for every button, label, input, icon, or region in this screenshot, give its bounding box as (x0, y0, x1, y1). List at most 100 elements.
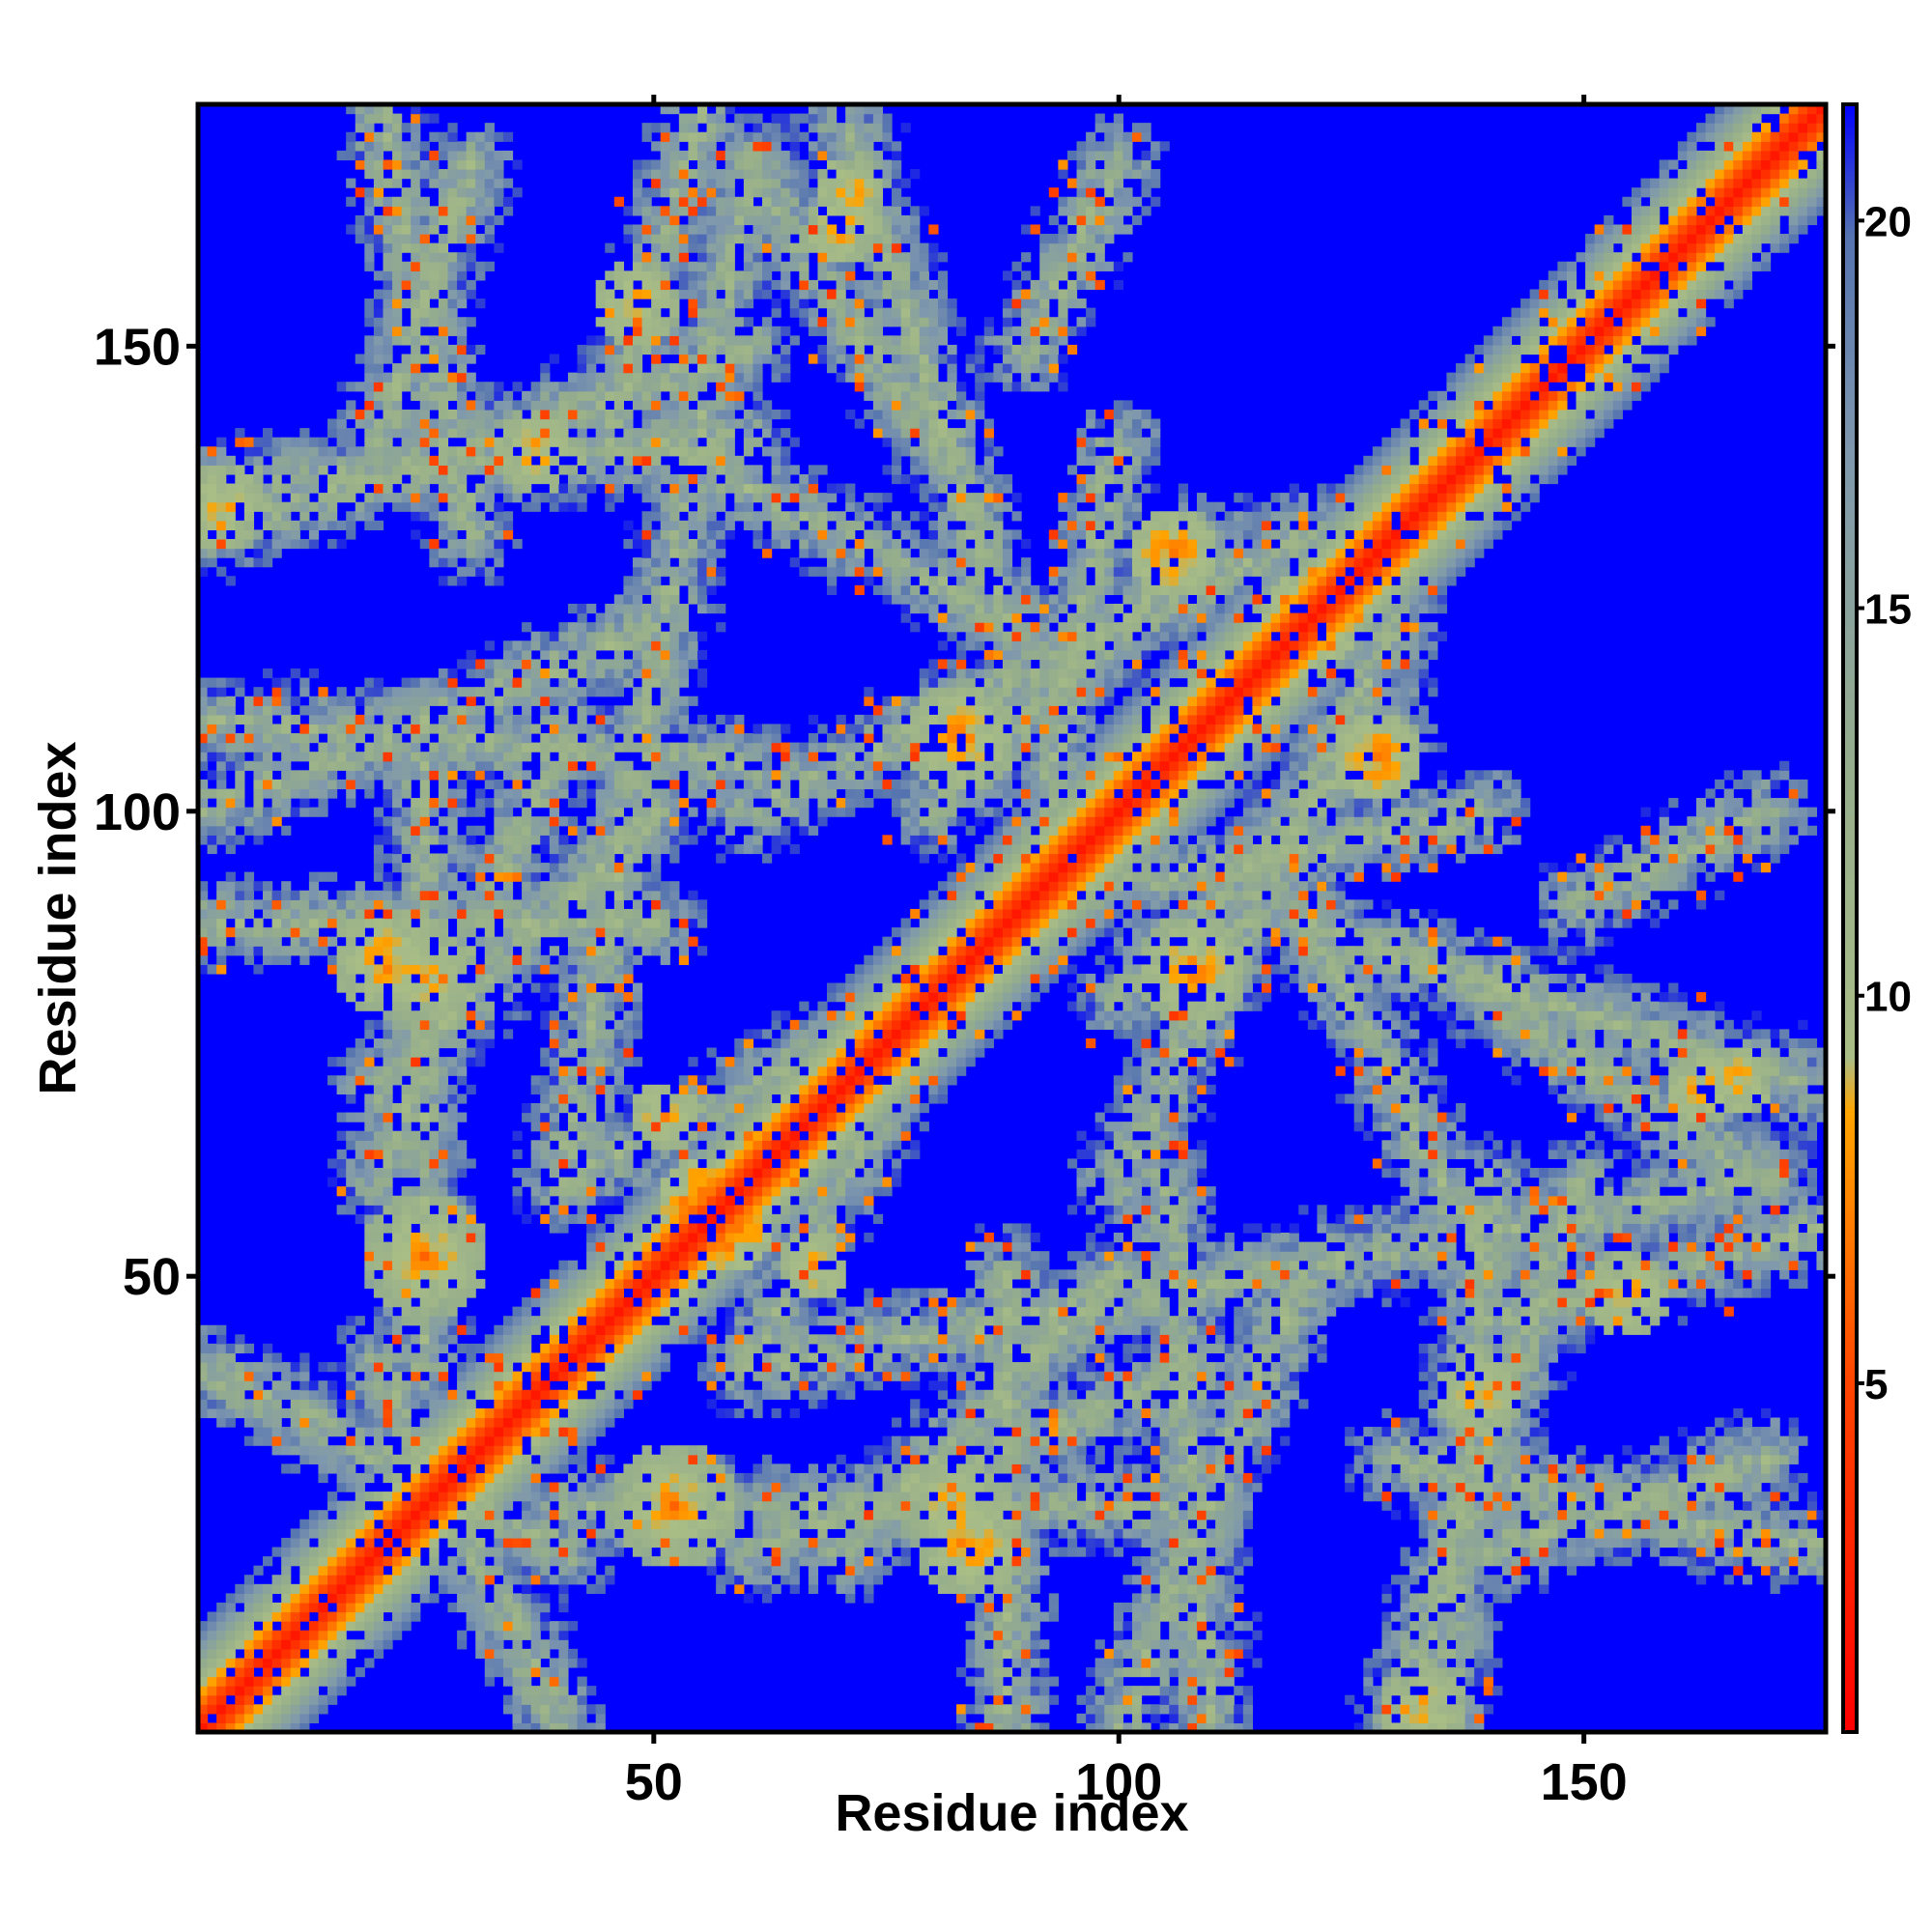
heatmap-cell (1066, 1482, 1078, 1492)
heatmap-cell (1381, 1297, 1392, 1308)
heatmap-cell (1076, 1547, 1087, 1557)
heatmap-cell (789, 1324, 800, 1335)
heatmap-cell (1622, 1306, 1633, 1317)
heatmap-cell (641, 1251, 652, 1262)
heatmap-cell (1409, 1251, 1420, 1262)
heatmap-cell (1224, 1602, 1235, 1613)
heatmap-cell (1715, 1278, 1725, 1290)
heatmap-cell (392, 1380, 403, 1391)
heatmap-cell (623, 1537, 634, 1548)
heatmap-cell (1122, 1639, 1133, 1650)
heatmap-cell (993, 1537, 1004, 1548)
heatmap-cell (1021, 1399, 1032, 1409)
heatmap-cell (1539, 1463, 1549, 1474)
heatmap-cell (1039, 1445, 1050, 1456)
heatmap-cell (1234, 1482, 1244, 1492)
heatmap-cell (1131, 1686, 1143, 1696)
heatmap-cell (817, 1371, 828, 1381)
heatmap-cell (346, 1445, 356, 1456)
heatmap-cell (494, 1611, 504, 1622)
heatmap-cell (1557, 1316, 1568, 1326)
heatmap-cell (1604, 1537, 1614, 1548)
heatmap-cell (466, 1611, 476, 1622)
heatmap-cell (1733, 1463, 1744, 1474)
heatmap-cell (1779, 1463, 1790, 1474)
heatmap-cell (678, 1306, 690, 1317)
heatmap-cell (438, 1445, 449, 1456)
heatmap-cell (1770, 1575, 1780, 1585)
heatmap-cell (502, 1427, 514, 1437)
heatmap-cell (1122, 1694, 1133, 1705)
heatmap-cell (1335, 1297, 1346, 1308)
heatmap-cell (1511, 1445, 1521, 1456)
heatmap-cell (1345, 1463, 1355, 1474)
heatmap-cell (1058, 1362, 1068, 1373)
heatmap-cell (1715, 1463, 1725, 1474)
heatmap-cell (956, 1722, 967, 1733)
heatmap-cell (1492, 1362, 1503, 1373)
heatmap-cell (1039, 1472, 1050, 1484)
heatmap-cell (438, 1575, 449, 1585)
heatmap-cell (512, 1454, 523, 1464)
heatmap-cell (1733, 1565, 1744, 1576)
heatmap-cell (1464, 1371, 1475, 1381)
heatmap-cell (1372, 1269, 1383, 1280)
heatmap-cell (910, 1316, 921, 1326)
heatmap-cell (1446, 1316, 1457, 1326)
heatmap-cell (1798, 1435, 1808, 1446)
heatmap-cell (910, 1407, 921, 1419)
heatmap-cell (632, 1389, 643, 1400)
heatmap-cell (1585, 1528, 1596, 1539)
heatmap-cell (623, 1297, 634, 1308)
heatmap-cell (1400, 1686, 1410, 1696)
heatmap-cell (882, 1445, 893, 1456)
heatmap-cell (318, 1389, 328, 1400)
heatmap-cell (1159, 1722, 1170, 1733)
heatmap-cell (207, 1343, 217, 1354)
heatmap-cell (743, 1352, 754, 1363)
heatmap-cell (522, 1602, 532, 1613)
heatmap-cell (864, 1565, 874, 1576)
heatmap-cell (1151, 1621, 1161, 1632)
heatmap-cell (1483, 1621, 1493, 1632)
heatmap-cell (243, 1417, 255, 1428)
heatmap-cell (817, 1528, 828, 1539)
heatmap-cell (965, 1435, 976, 1446)
heatmap-cell (1428, 1500, 1438, 1511)
heatmap-cell (753, 1288, 763, 1298)
heatmap-cell (355, 1593, 365, 1604)
heatmap-cell (975, 1399, 985, 1409)
heatmap-cell (401, 1500, 412, 1511)
heatmap-cell (1011, 1556, 1022, 1567)
heatmap-cell (1585, 1463, 1596, 1474)
heatmap-cell (753, 1251, 763, 1262)
heatmap-cell (845, 1306, 856, 1317)
heatmap-cell (1650, 1472, 1661, 1484)
heatmap-cell (1151, 1575, 1161, 1585)
heatmap-cell (1215, 1593, 1226, 1604)
heatmap-cell (401, 1583, 412, 1594)
heatmap-cell (1094, 1492, 1105, 1502)
heatmap-cell (1742, 1492, 1753, 1502)
heatmap-cell (1030, 1519, 1040, 1529)
heatmap-cell (411, 1278, 421, 1290)
heatmap-cell (281, 1621, 292, 1632)
heatmap-cell (1122, 1528, 1133, 1539)
heatmap-cell (419, 1565, 430, 1576)
heatmap-cell (411, 1269, 421, 1280)
heatmap-cell (1511, 1482, 1521, 1492)
heatmap-cell (724, 1556, 735, 1567)
heatmap-cell (1677, 1288, 1688, 1298)
heatmap-cell (1779, 1547, 1790, 1557)
heatmap-cell (1695, 1528, 1707, 1539)
heatmap-cell (1002, 1389, 1013, 1400)
heatmap-cell (392, 1611, 403, 1622)
heatmap-cell (1021, 1686, 1032, 1696)
heatmap-cell (1770, 1482, 1780, 1492)
heatmap-cell (290, 1528, 300, 1539)
heatmap-cell (1317, 1343, 1327, 1354)
heatmap-cell (207, 1621, 217, 1632)
heatmap-cell (947, 1334, 957, 1345)
heatmap-cell (696, 1492, 708, 1502)
heatmap-cell (392, 1269, 403, 1280)
